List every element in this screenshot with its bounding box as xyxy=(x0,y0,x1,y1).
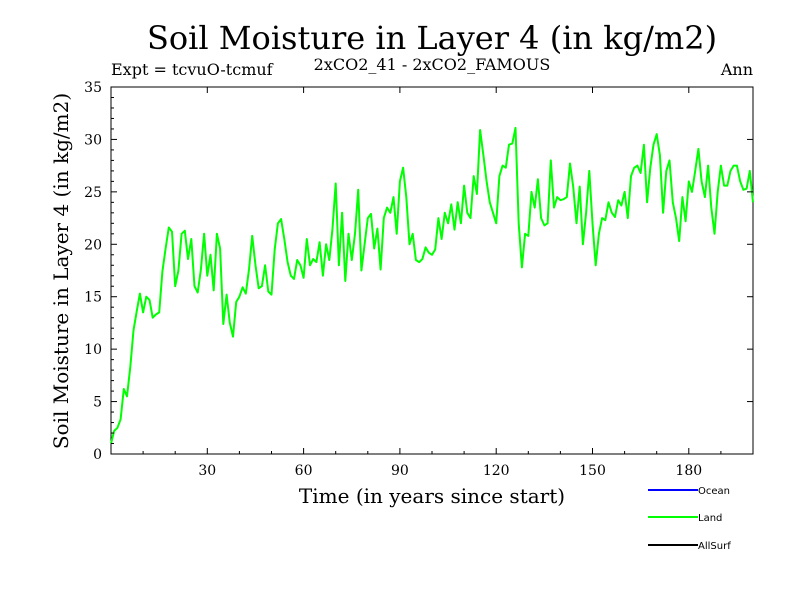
x-tick-label: 30 xyxy=(198,463,216,479)
expt-label: Expt = tcvuO-tcmuf xyxy=(111,60,274,79)
y-axis: 0 5 10 15 20 25 30 35 xyxy=(84,80,753,463)
y-tick-label: 15 xyxy=(84,290,102,306)
y-tick-label: 10 xyxy=(84,342,102,358)
chart-subtitle: 2xCO2_41 - 2xCO2_FAMOUS xyxy=(314,55,551,74)
legend: Ocean Land AllSurf xyxy=(648,486,731,552)
x-tick-label: 60 xyxy=(295,463,313,479)
y-tick-label: 5 xyxy=(93,395,102,411)
legend-label-land: Land xyxy=(698,513,722,524)
series-line-land xyxy=(110,126,754,444)
x-tick-label: 120 xyxy=(483,463,510,479)
y-tick-label: 20 xyxy=(84,237,102,253)
chart-title: Soil Moisture in Layer 4 (in kg/m2) xyxy=(147,19,717,57)
x-tick-label: 150 xyxy=(579,463,606,479)
y-tick-label: 0 xyxy=(93,447,102,463)
period-label: Ann xyxy=(720,60,753,79)
x-tick-label: 90 xyxy=(391,463,409,479)
y-axis-label: Soil Moisture in Layer 4 (in kg/m2) xyxy=(49,93,73,449)
y-tick-label: 25 xyxy=(84,185,102,201)
x-tick-label: 180 xyxy=(675,463,702,479)
legend-label-allsurf: AllSurf xyxy=(698,541,731,552)
x-axis-label: Time (in years since start) xyxy=(299,484,565,508)
y-tick-label: 35 xyxy=(84,80,102,96)
legend-label-ocean: Ocean xyxy=(698,486,730,497)
plot-area xyxy=(110,86,754,455)
y-tick-label: 30 xyxy=(84,132,102,148)
x-axis: 30 60 90 120 150 180 xyxy=(142,87,722,479)
